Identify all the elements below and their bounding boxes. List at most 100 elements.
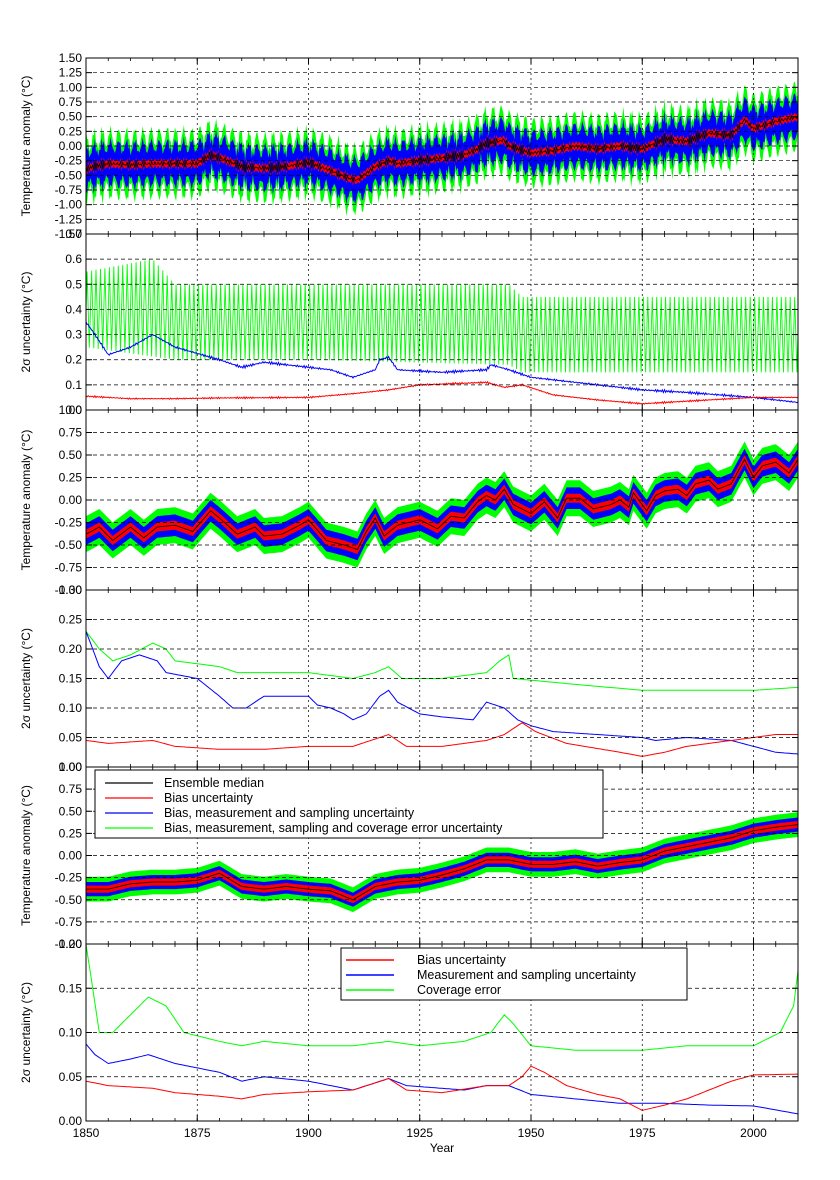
- panel-annual-anomaly: -1.00 -0.75 -0.50 -0.25 0.00 0.25 0.50 0.75 1.00…: [19, 403, 799, 597]
- panel-smoothed-anomaly: -1.00 -0.75 -0.50 -0.25 0.00 0.25 0.50 0.75 1.00…: [19, 760, 799, 951]
- panel-monthly-anomaly: -1.50-1.25-1.00-0.75-0.50-0.250.000.250.…: [19, 51, 799, 241]
- y-tick-label: 0.20: [59, 642, 83, 656]
- panel-smoothed-anomaly-data: [86, 812, 798, 913]
- measurement-band: [86, 93, 798, 205]
- y-tick-label: -0.75: [55, 183, 83, 197]
- measurement-band: [86, 817, 798, 907]
- y-axis-title: 2σ uncertainty (°C): [19, 982, 33, 1083]
- y-tick-label: -1.00: [55, 937, 83, 951]
- bias-line: [86, 1065, 798, 1111]
- y-tick-label: 0.75: [59, 782, 83, 796]
- y-tick-label: 0.00: [59, 849, 83, 863]
- legend-box: [94, 769, 604, 839]
- y-axis-title: Temperature anomaly (°C): [19, 76, 33, 217]
- x-tick-label: 1950: [518, 1126, 545, 1140]
- y-tick-label: -0.75: [55, 561, 83, 575]
- median-line: [86, 113, 798, 183]
- x-tick-label: 1900: [295, 1126, 322, 1140]
- y-tick-label: -0.50: [55, 893, 83, 907]
- legend-box: [340, 947, 688, 1001]
- y-tick-label: 0.4: [65, 302, 82, 316]
- y-axis-title: Temperature anomaly (°C): [19, 785, 33, 926]
- x-tick-label: 1975: [629, 1126, 656, 1140]
- x-tick-label: 2000: [740, 1126, 767, 1140]
- measurement-line: [86, 1043, 798, 1115]
- y-tick-label: 1.00: [59, 403, 83, 417]
- legend-entry: Bias uncertainty: [417, 953, 507, 967]
- x-tick-label: 1925: [406, 1126, 433, 1140]
- y-tick-label: 0.05: [59, 731, 83, 745]
- median-line: [86, 458, 798, 550]
- y-tick-label: -0.50: [55, 168, 83, 182]
- y-tick-label: 0.75: [59, 95, 83, 109]
- panel-monthly-anomaly-data: [86, 81, 798, 217]
- y-tick-label: 0.6: [65, 252, 82, 266]
- panel-annual-uncertainty-data: [86, 631, 798, 757]
- y-tick-label: 0.25: [59, 613, 83, 627]
- y-tick-label: 0.15: [59, 981, 83, 995]
- y-tick-label: 1.00: [59, 760, 83, 774]
- coverage-line: [86, 631, 798, 691]
- y-axis-title: Temperature anomaly (°C): [19, 430, 33, 571]
- y-tick-label: 0.30: [59, 583, 83, 597]
- y-tick-label: -0.25: [55, 516, 83, 530]
- y-tick-label: 0.1: [65, 378, 82, 392]
- y-tick-label: 0.05: [59, 1070, 83, 1084]
- coverage-line: [86, 944, 798, 1051]
- legend-entry: Ensemble median: [164, 776, 264, 790]
- plot-layer: -1.50-1.25-1.00-0.75-0.50-0.250.000.250.…: [19, 51, 799, 1155]
- y-tick-label: -1.25: [55, 212, 83, 226]
- y-tick-label: 0.00: [59, 139, 83, 153]
- y-tick-label: 0.50: [59, 804, 83, 818]
- y-tick-label: -0.50: [55, 538, 83, 552]
- panel-annual-uncertainty: 0.00 0.05 0.10 0.15 0.20 0.25 0.30 2σ uncertain…: [19, 583, 799, 774]
- panel-monthly-uncertainty-data: [86, 259, 798, 406]
- panel-smoothed-uncertainty: 0.00 0.05 0.10 0.15 0.20 2σ uncertainty (°C) B…: [19, 937, 799, 1128]
- y-tick-label: -0.25: [55, 154, 83, 168]
- y-tick-label: 0.2: [65, 353, 82, 367]
- y-tick-label: 0.3: [65, 328, 82, 342]
- bias-line: [86, 722, 798, 757]
- y-tick-label: 0.10: [59, 1026, 83, 1040]
- panel-smoothed-uncertainty-data: [86, 944, 798, 1115]
- panel-frame: [85, 943, 799, 1122]
- y-tick-label: 0.25: [59, 826, 83, 840]
- y-tick-label: 0.00: [59, 760, 83, 774]
- y-tick-label: 0.15: [59, 672, 83, 686]
- legend-entry: Bias, measurement, sampling and coverage…: [164, 821, 503, 835]
- median-line: [86, 824, 798, 901]
- y-tick-label: -1.00: [55, 198, 83, 212]
- y-tick-label: 0.7: [65, 227, 82, 241]
- y-tick-label: 0.00: [59, 1114, 83, 1128]
- legend-entry: Coverage error: [417, 983, 501, 997]
- y-tick-label: 0.00: [59, 493, 83, 507]
- y-axis-title: 2σ uncertainty (°C): [19, 628, 33, 729]
- y-tick-label: 0.25: [59, 124, 83, 138]
- x-tick-label: 1850: [73, 1126, 100, 1140]
- y-tick-label: 0.0: [65, 403, 82, 417]
- y-tick-label: 0.50: [59, 110, 83, 124]
- coverage-band: [86, 441, 798, 568]
- y-tick-label: -0.25: [55, 871, 83, 885]
- y-tick-label: 0.5: [65, 277, 82, 291]
- coverage-line: [86, 259, 798, 373]
- legend-entry: Bias, measurement and sampling uncertain…: [164, 806, 415, 820]
- measurement-line: [86, 631, 798, 755]
- y-tick-label: -1.50: [55, 227, 83, 241]
- measurement-line: [86, 321, 798, 404]
- y-tick-label: 0.50: [59, 448, 83, 462]
- panel-annual-anomaly-data: [86, 441, 798, 568]
- x-tick-label: 1875: [184, 1126, 211, 1140]
- y-axis-title: 2σ uncertainty (°C): [19, 272, 33, 373]
- y-tick-label: 0.10: [59, 701, 83, 715]
- legend-entry: Measurement and sampling uncertainty: [417, 968, 637, 982]
- panel-monthly-uncertainty: 0.0 0.1 0.2 0.3 0.4 0.5 0.6 0.7 2σ uncertainty (…: [19, 227, 799, 417]
- y-tick-label: 1.50: [59, 51, 83, 65]
- y-tick-label: 0.75: [59, 426, 83, 440]
- y-tick-label: -1.00: [55, 583, 83, 597]
- y-tick-label: 1.25: [59, 66, 83, 80]
- y-tick-label: -0.75: [55, 915, 83, 929]
- bias-line: [86, 380, 798, 406]
- y-tick-label: 0.25: [59, 471, 83, 485]
